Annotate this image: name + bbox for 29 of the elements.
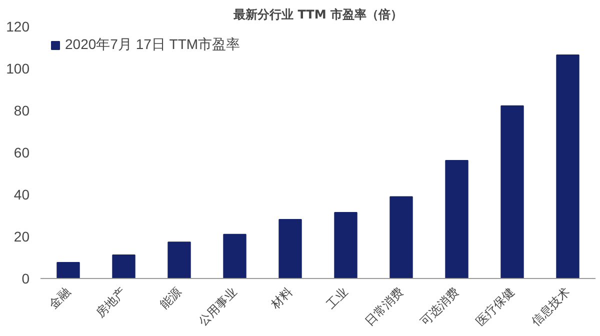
x-tick-label: 房地产 — [93, 284, 129, 320]
x-tick-label: 工业 — [324, 284, 351, 312]
x-tick-label: 能源 — [157, 284, 184, 312]
y-tick-label: 60 — [14, 144, 30, 160]
chart-title: 最新分行业 TTM 市盈率（倍） — [232, 8, 402, 22]
bar — [445, 160, 468, 278]
x-tick-label: 日常消费 — [362, 284, 406, 328]
x-tick-label: 金融 — [46, 284, 74, 312]
bar — [500, 105, 524, 278]
bar — [334, 212, 358, 278]
y-tick-label: 20 — [14, 228, 30, 244]
bar — [112, 254, 136, 278]
x-tick-label: 可选消费 — [418, 284, 462, 328]
y-tick-label: 80 — [14, 102, 30, 118]
y-tick-label: 120 — [6, 18, 30, 34]
x-tick-label: 材料 — [268, 284, 296, 312]
bar — [556, 54, 580, 278]
bar — [223, 234, 246, 278]
bar — [168, 242, 191, 278]
y-tick-label: 40 — [14, 186, 30, 202]
y-tick-label: 0 — [22, 270, 30, 286]
legend-label: 2020年7月 17日 TTM市盈率 — [65, 36, 240, 54]
x-tick-label: 信息技术 — [528, 284, 573, 328]
bar — [278, 218, 302, 278]
x-tick-label: 公用事业 — [196, 284, 240, 328]
y-tick-label: 100 — [6, 60, 30, 76]
x-tick-label: 医疗保健 — [473, 284, 518, 328]
bar — [56, 262, 80, 278]
bar — [390, 196, 413, 278]
